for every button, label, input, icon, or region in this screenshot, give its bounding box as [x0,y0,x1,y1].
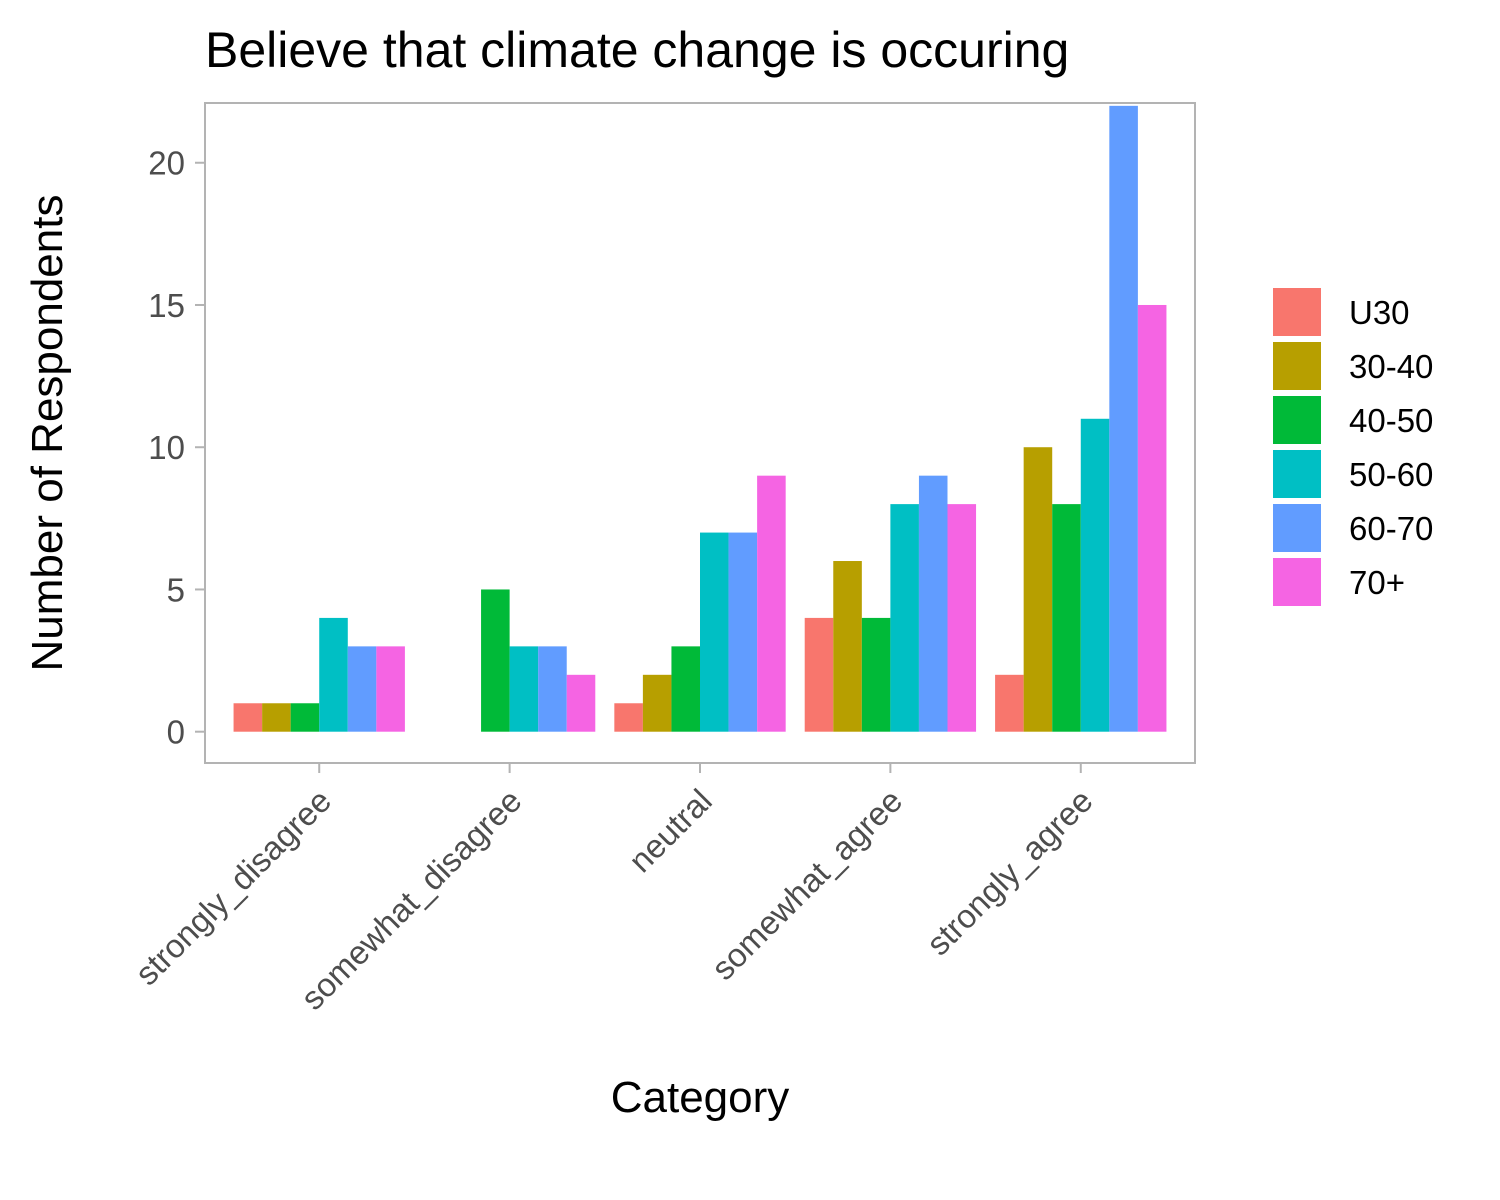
bar-somewhat_agree-70+ [947,504,977,732]
legend-label-70+: 70+ [1349,564,1405,601]
bars-layer [233,105,1167,732]
x-axis-title: Category [611,1073,790,1122]
bar-neutral-70+ [757,475,786,732]
bar-strongly_agree-40-50 [1052,504,1081,732]
legend-label-60-70: 60-70 [1349,510,1433,547]
legend-label-40-50: 40-50 [1349,402,1433,439]
bar-somewhat_agree-50-60 [890,504,919,732]
bar-neutral-40-50 [671,646,700,732]
bar-neutral-U30 [614,703,643,732]
legend-swatch-60-70 [1273,504,1321,552]
bar-strongly_disagree-60-70 [347,646,377,732]
bar-strongly_disagree-30-40 [262,703,291,732]
bar-strongly_disagree-40-50 [290,703,320,732]
y-tick-label: 15 [148,287,185,324]
x-tick-label-somewhat_agree: somewhat_agree [704,782,909,987]
legend-label-U30: U30 [1349,294,1410,331]
x-tick-label-neutral: neutral [621,782,719,880]
bar-strongly_disagree-U30 [233,703,263,732]
y-tick-label: 0 [167,714,185,751]
bar-somewhat_agree-40-50 [861,617,891,732]
bar-neutral-50-60 [700,532,729,732]
bar-strongly_disagree-50-60 [319,617,348,732]
y-tick-label: 20 [148,145,185,182]
y-axis: 0 5 10 15 20 [148,145,205,751]
bar-strongly_agree-U30 [995,674,1024,732]
y-axis-title: Number of Respondents [23,195,72,672]
x-tick-label-strongly_agree: strongly_agree [919,782,1100,963]
bar-somewhat_agree-60-70 [918,475,948,732]
legend-label-50-60: 50-60 [1349,456,1433,493]
x-tick-label-strongly_disagree: strongly_disagree [128,782,338,992]
bar-strongly_agree-50-60 [1080,418,1110,732]
legend-swatch-70+ [1273,558,1321,606]
bar-strongly_disagree-70+ [376,646,405,732]
bar-somewhat_disagree-40-50 [481,589,510,732]
bar-neutral-30-40 [642,674,672,732]
bar-somewhat_agree-30-40 [833,561,862,732]
bar-strongly_agree-60-70 [1109,105,1138,732]
legend-swatch-40-50 [1273,396,1321,444]
legend-swatch-U30 [1273,288,1321,336]
bar-strongly_agree-70+ [1137,304,1167,732]
bar-somewhat_disagree-60-70 [538,646,567,732]
bar-somewhat_disagree-70+ [566,674,596,732]
bar-somewhat_disagree-50-60 [509,646,539,732]
y-tick-label: 5 [167,571,185,608]
legend-swatch-30-40 [1273,342,1321,390]
legend: U30 30-40 40-50 50-60 60-70 70+ [1273,288,1433,606]
legend-swatch-50-60 [1273,450,1321,498]
bar-somewhat_agree-U30 [804,617,834,732]
y-tick-label: 10 [148,429,185,466]
bar-neutral-60-70 [728,532,758,732]
chart-title: Believe that climate change is occuring [205,22,1069,78]
bar-strongly_agree-30-40 [1023,447,1053,732]
legend-label-30-40: 30-40 [1349,348,1433,385]
